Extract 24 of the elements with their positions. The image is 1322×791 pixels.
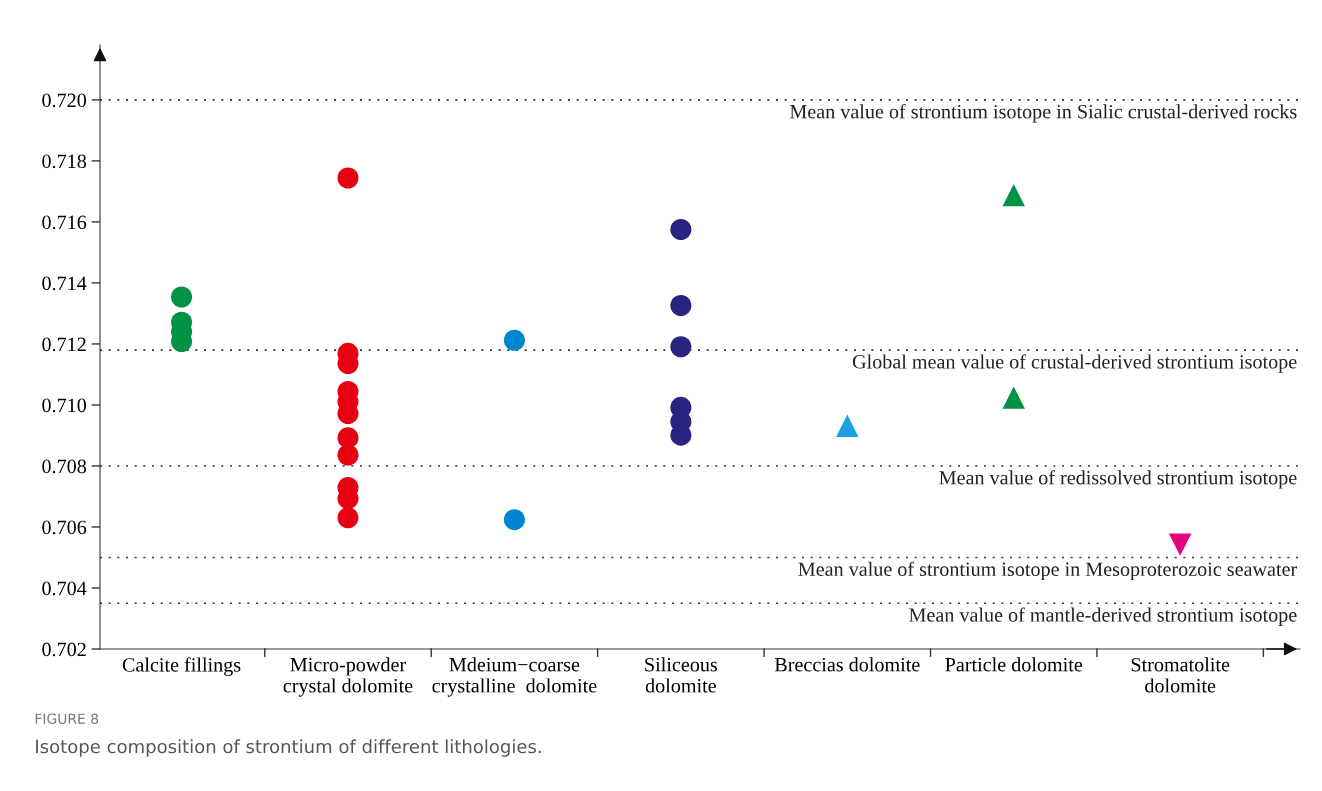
y-tick-label: 0.708	[42, 459, 87, 474]
y-tick-label: 0.712	[42, 337, 86, 352]
caption: FIGURE 8	[35, 713, 99, 724]
x-tick-label: Breccias dolomite	[774, 657, 920, 672]
y-tick-label: 0.710	[42, 398, 87, 413]
x-tick-label: Particle dolomite	[945, 657, 1083, 672]
ref-line-label: Mean value of strontium isotope in Mesoproterozoic seawater	[798, 561, 1298, 581]
x-tick-label: Siliceous dolomite	[645, 657, 718, 693]
x-tick-label: Stromatolite dolomite	[1131, 657, 1230, 693]
ref-line-label: Mean value of redissolved strontium isotope	[939, 470, 1297, 489]
y-tick-label: 0.704	[42, 581, 87, 596]
ref-line-label: Global mean value of crustal-derived strontium isotope	[852, 354, 1297, 373]
x-tick-label: Calcite fillings	[122, 657, 241, 676]
y-tick-label: 0.702	[42, 642, 86, 657]
y-tick-label: 0.718	[42, 154, 87, 169]
ref-line-label: Mean value of mantle-derived strontium isotope	[909, 607, 1297, 626]
text: Isotope composition of strontium of different lithologies.	[36, 739, 541, 757]
y-tick-label: 0.714	[42, 276, 87, 291]
y-tick-label: 0.706	[42, 520, 87, 535]
x-tick-label: Mdeium−coarse crystalline dolomite	[432, 657, 597, 697]
y-tick-label: 0.716	[42, 215, 87, 230]
y-tick-label: 0.720	[42, 93, 87, 108]
ref-line-label: Mean value of strontium isotope in Sialic crustal-derived rocks	[789, 104, 1297, 123]
x-tick-label: Micro-powder crystal dolomite	[283, 657, 413, 697]
